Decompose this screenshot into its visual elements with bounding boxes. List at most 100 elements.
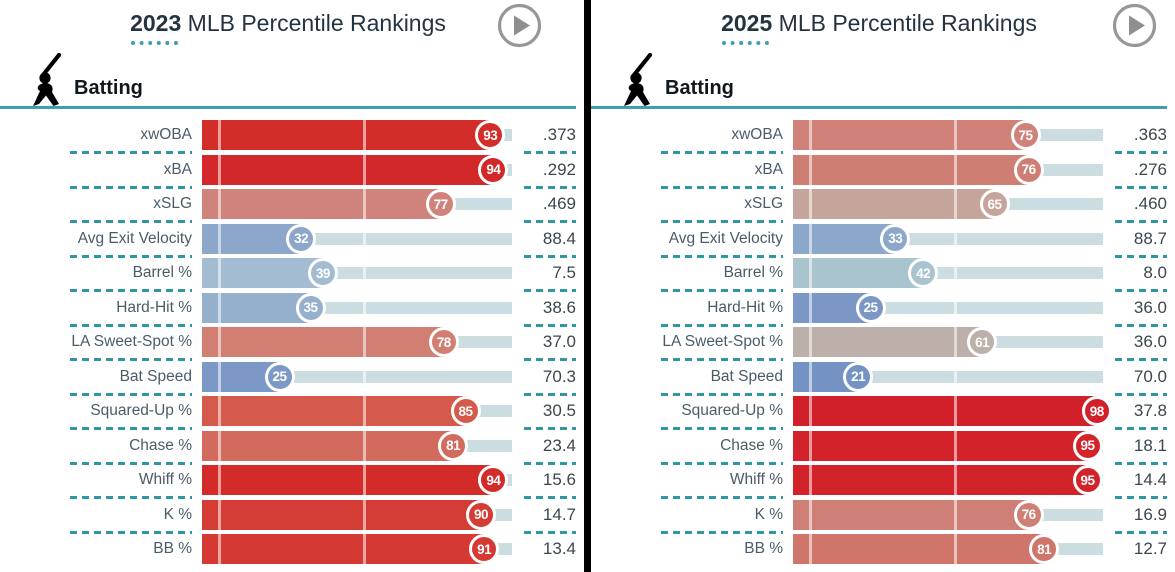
percentile-bar-track: 94 [202,154,512,185]
year-label: 2025 [721,10,773,36]
percentile-bar-track: 76 [793,499,1103,530]
percentile-bubble[interactable]: 76 [1013,154,1044,185]
stat-row: xwOBA 93 .373 [0,118,576,153]
play-button[interactable] [497,3,542,48]
stat-value: 88.4 [542,228,576,248]
percentile-bubble[interactable]: 98 [1081,396,1112,427]
stat-row: K % 76 16.9 [591,496,1167,533]
row-separator-dashed [661,496,783,499]
percentile-bubble[interactable]: 94 [478,465,509,496]
row-separator-dashed [524,496,576,499]
stat-value: 37.8 [1133,401,1167,421]
stat-label: Squared-Up % [90,402,192,420]
stat-value: .373 [542,125,576,145]
stat-value: 18.1 [1133,435,1167,455]
percentile-number: 75 [1018,127,1033,143]
percentile-bubble[interactable]: 61 [967,327,998,358]
percentile-bubble[interactable]: 94 [478,154,509,185]
percentile-number: 42 [916,265,931,281]
percentile-number: 85 [458,403,473,419]
percentile-number: 78 [436,334,452,350]
percentile-bubble[interactable]: 93 [475,120,506,151]
row-separator-dashed [1115,427,1167,430]
stat-row: Squared-Up % 98 37.8 [591,392,1167,429]
percentile-bubble[interactable]: 78 [428,327,459,358]
percentile-bar [793,258,924,289]
percentile-bubble[interactable]: 32 [286,223,317,254]
percentile-number: 65 [987,196,1002,212]
gridline [218,534,222,565]
play-button[interactable] [1112,3,1157,48]
stat-row: K % 90 14.7 [0,496,576,533]
percentile-number: 76 [1021,162,1037,178]
percentile-bubble[interactable]: 39 [307,258,338,289]
row-separator-dashed [1115,461,1167,465]
percentile-bubble[interactable]: 42 [908,258,939,289]
percentile-bubble[interactable]: 76 [1013,499,1044,530]
gridline [218,361,222,392]
percentile-bubble[interactable]: 91 [469,534,500,565]
row-separator-dashed [524,323,576,327]
percentile-bar [202,120,491,151]
percentile-bubble[interactable]: 65 [979,189,1010,220]
row-separator-dashed [70,392,192,396]
percentile-bubble[interactable]: 81 [1029,534,1060,565]
row-separator-dashed [524,461,576,465]
percentile-bubble[interactable]: 95 [1072,465,1103,496]
percentile-bubble[interactable]: 25 [264,361,295,392]
percentile-number: 77 [433,196,449,212]
gridline [954,154,958,185]
stat-label: Hard-Hit % [707,298,783,316]
stat-row: Whiff % 95 14.4 [591,461,1167,498]
stat-label: Chase % [129,436,192,454]
stat-label: xSLG [153,195,192,213]
percentile-bubble[interactable]: 77 [425,189,456,220]
gridline [363,327,367,358]
stat-label: Avg Exit Velocity [77,229,192,247]
row-separator-dashed [661,427,783,430]
row-separator-dashed [524,185,576,189]
row-separator-dashed [70,530,192,534]
stat-row: xBA 94 .292 [0,151,576,188]
percentile-bubble[interactable]: 95 [1072,430,1103,461]
row-separator-dashed [70,185,192,189]
stat-value: 14.4 [1133,470,1167,490]
percentile-bar-track: 42 [793,258,1103,289]
gridline [954,292,958,323]
percentile-bar [793,327,983,358]
percentile-number: 94 [486,162,501,178]
percentile-bar-track: 39 [202,258,512,289]
percentile-bubble[interactable]: 33 [880,223,911,254]
gridline [954,499,958,530]
stat-row: LA Sweet-Spot % 61 36.0 [591,323,1167,360]
percentile-bubble[interactable]: 90 [466,499,496,530]
section-head: Batting [0,50,576,106]
section-rule [0,106,576,109]
stat-label: xSLG [744,195,783,213]
gridline [954,189,958,220]
percentile-bar-track: 85 [202,396,512,427]
stat-value: .276 [1133,159,1167,179]
percentile-number: 33 [888,231,903,247]
gridline [954,120,958,151]
percentile-bubble[interactable]: 21 [843,361,874,392]
title-suffix: MLB Percentile Rankings [778,10,1037,36]
percentile-bubble[interactable]: 75 [1010,120,1041,151]
percentile-number: 91 [477,541,492,557]
stat-row: Avg Exit Velocity 32 88.4 [0,220,576,257]
percentile-bar [202,430,454,461]
percentile-bubble[interactable]: 81 [438,430,469,461]
stat-label: K % [163,505,192,523]
row-separator-dashed [70,220,192,223]
percentile-bubble[interactable]: 35 [295,292,326,323]
percentile-bubble[interactable]: 85 [450,396,481,427]
gridline [809,534,813,565]
gridline [809,430,813,461]
stat-label: BB % [744,540,783,558]
stat-row: xSLG 77 .469 [0,185,576,222]
percentile-bubble[interactable]: 25 [855,292,886,323]
gridline [363,258,367,289]
stat-value: 14.7 [542,504,576,524]
stat-row: Barrel % 39 7.5 [0,254,576,291]
stat-label: xBA [163,160,192,178]
